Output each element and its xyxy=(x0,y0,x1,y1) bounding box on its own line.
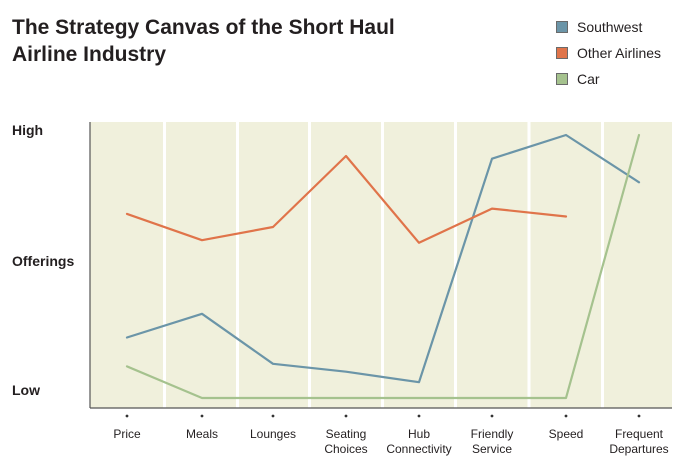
x-tick-label: Hub Connectivity xyxy=(386,427,451,456)
x-tick-mark xyxy=(271,414,275,418)
legend: Southwest Other Airlines Car xyxy=(556,14,661,92)
x-tick-label: Lounges xyxy=(250,427,296,441)
legend-item-other-airlines: Other Airlines xyxy=(556,40,661,66)
x-tick-mark xyxy=(490,414,494,418)
x-tick-label: Price xyxy=(113,427,141,441)
legend-swatch-other-airlines xyxy=(556,47,568,59)
chart-title-line-1: The Strategy Canvas of the Short Haul xyxy=(12,16,395,39)
x-tick-mark xyxy=(417,414,421,418)
x-tick-mark xyxy=(637,414,641,418)
x-tick-mark xyxy=(200,414,204,418)
legend-swatch-car xyxy=(556,73,568,85)
x-tick-mark xyxy=(344,414,348,418)
y-label-high: High xyxy=(12,122,44,138)
chart-title-line-2: Airline Industry xyxy=(12,43,167,66)
x-tick-label: Friendly Service xyxy=(471,427,514,456)
chart-title: The Strategy Canvas of the Short Haul Ai… xyxy=(12,14,432,68)
y-label-offerings: Offerings xyxy=(12,253,75,269)
legend-item-southwest: Southwest xyxy=(556,14,661,40)
series-line-other-airlines xyxy=(125,154,568,244)
x-tick-label: Speed xyxy=(549,427,584,441)
x-tick-mark xyxy=(125,414,129,418)
x-tick-label: Seating Choices xyxy=(324,427,367,456)
legend-label-southwest: Southwest xyxy=(577,19,643,35)
x-tick-label: Meals xyxy=(186,427,218,441)
x-tick-label: Frequent Departures xyxy=(609,427,668,456)
series-line-southwest xyxy=(125,133,641,384)
x-tick-mark xyxy=(564,414,568,418)
series-line-car xyxy=(125,133,641,400)
legend-swatch-southwest xyxy=(556,21,568,33)
legend-item-car: Car xyxy=(556,66,661,92)
y-label-low: Low xyxy=(12,382,40,398)
legend-label-car: Car xyxy=(577,71,600,87)
legend-label-other-airlines: Other Airlines xyxy=(577,45,662,61)
